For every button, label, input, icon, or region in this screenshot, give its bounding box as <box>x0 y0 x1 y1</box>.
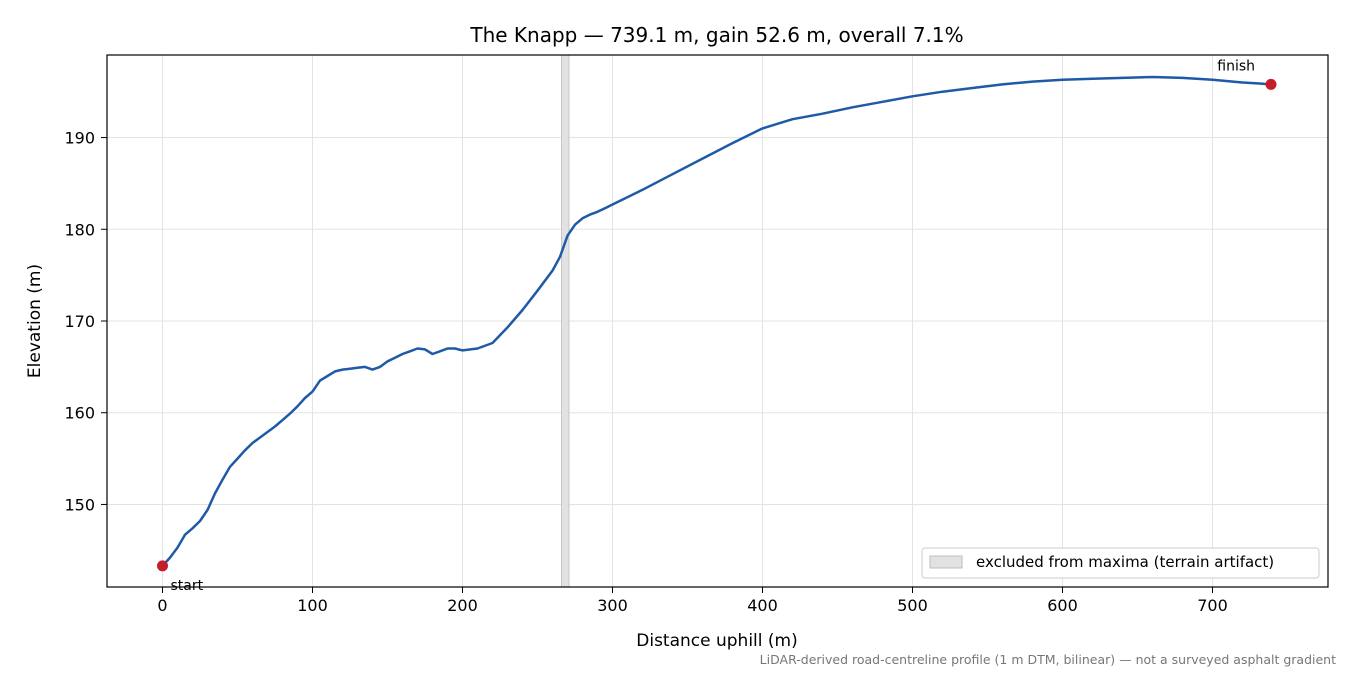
elevation-line <box>161 75 1272 567</box>
y-tick-label: 160 <box>64 404 95 423</box>
endpoint-markers: start finish <box>157 58 1277 594</box>
excluded-band <box>561 54 570 588</box>
x-tick-label: 700 <box>1197 596 1228 615</box>
y-axis-ticks: 150 160 170 180 190 <box>64 129 107 514</box>
finish-marker <box>1265 78 1277 90</box>
footnote: LiDAR-derived road-centreline profile (1… <box>760 652 1336 667</box>
y-tick-label: 170 <box>64 312 95 331</box>
x-tick-label: 0 <box>157 596 167 615</box>
grid-lines <box>107 55 1328 587</box>
x-tick-label: 400 <box>747 596 778 615</box>
excluded-band-layer <box>561 54 570 588</box>
y-tick-label: 190 <box>64 129 95 148</box>
chart-title: The Knapp — 739.1 m, gain 52.6 m, overal… <box>469 23 963 47</box>
x-axis-label: Distance uphill (m) <box>636 631 797 651</box>
finish-label: finish <box>1217 58 1255 74</box>
legend-label: excluded from maxima (terrain artifact) <box>976 553 1274 571</box>
x-axis-ticks: 0 100 200 300 400 500 600 700 <box>157 587 1228 615</box>
x-tick-label: 100 <box>297 596 328 615</box>
legend-box <box>921 547 1320 579</box>
y-tick-label: 150 <box>64 495 95 514</box>
x-tick-label: 200 <box>447 596 478 615</box>
y-tick-label: 180 <box>64 220 95 239</box>
start-label: start <box>171 578 204 594</box>
x-tick-label: 600 <box>1047 596 1078 615</box>
x-tick-label: 500 <box>897 596 928 615</box>
legend-swatch <box>929 555 963 569</box>
x-tick-label: 300 <box>597 596 628 615</box>
y-axis-label: Elevation (m) <box>25 264 45 378</box>
start-marker <box>157 560 168 572</box>
legend: excluded from maxima (terrain artifact) <box>921 547 1320 579</box>
